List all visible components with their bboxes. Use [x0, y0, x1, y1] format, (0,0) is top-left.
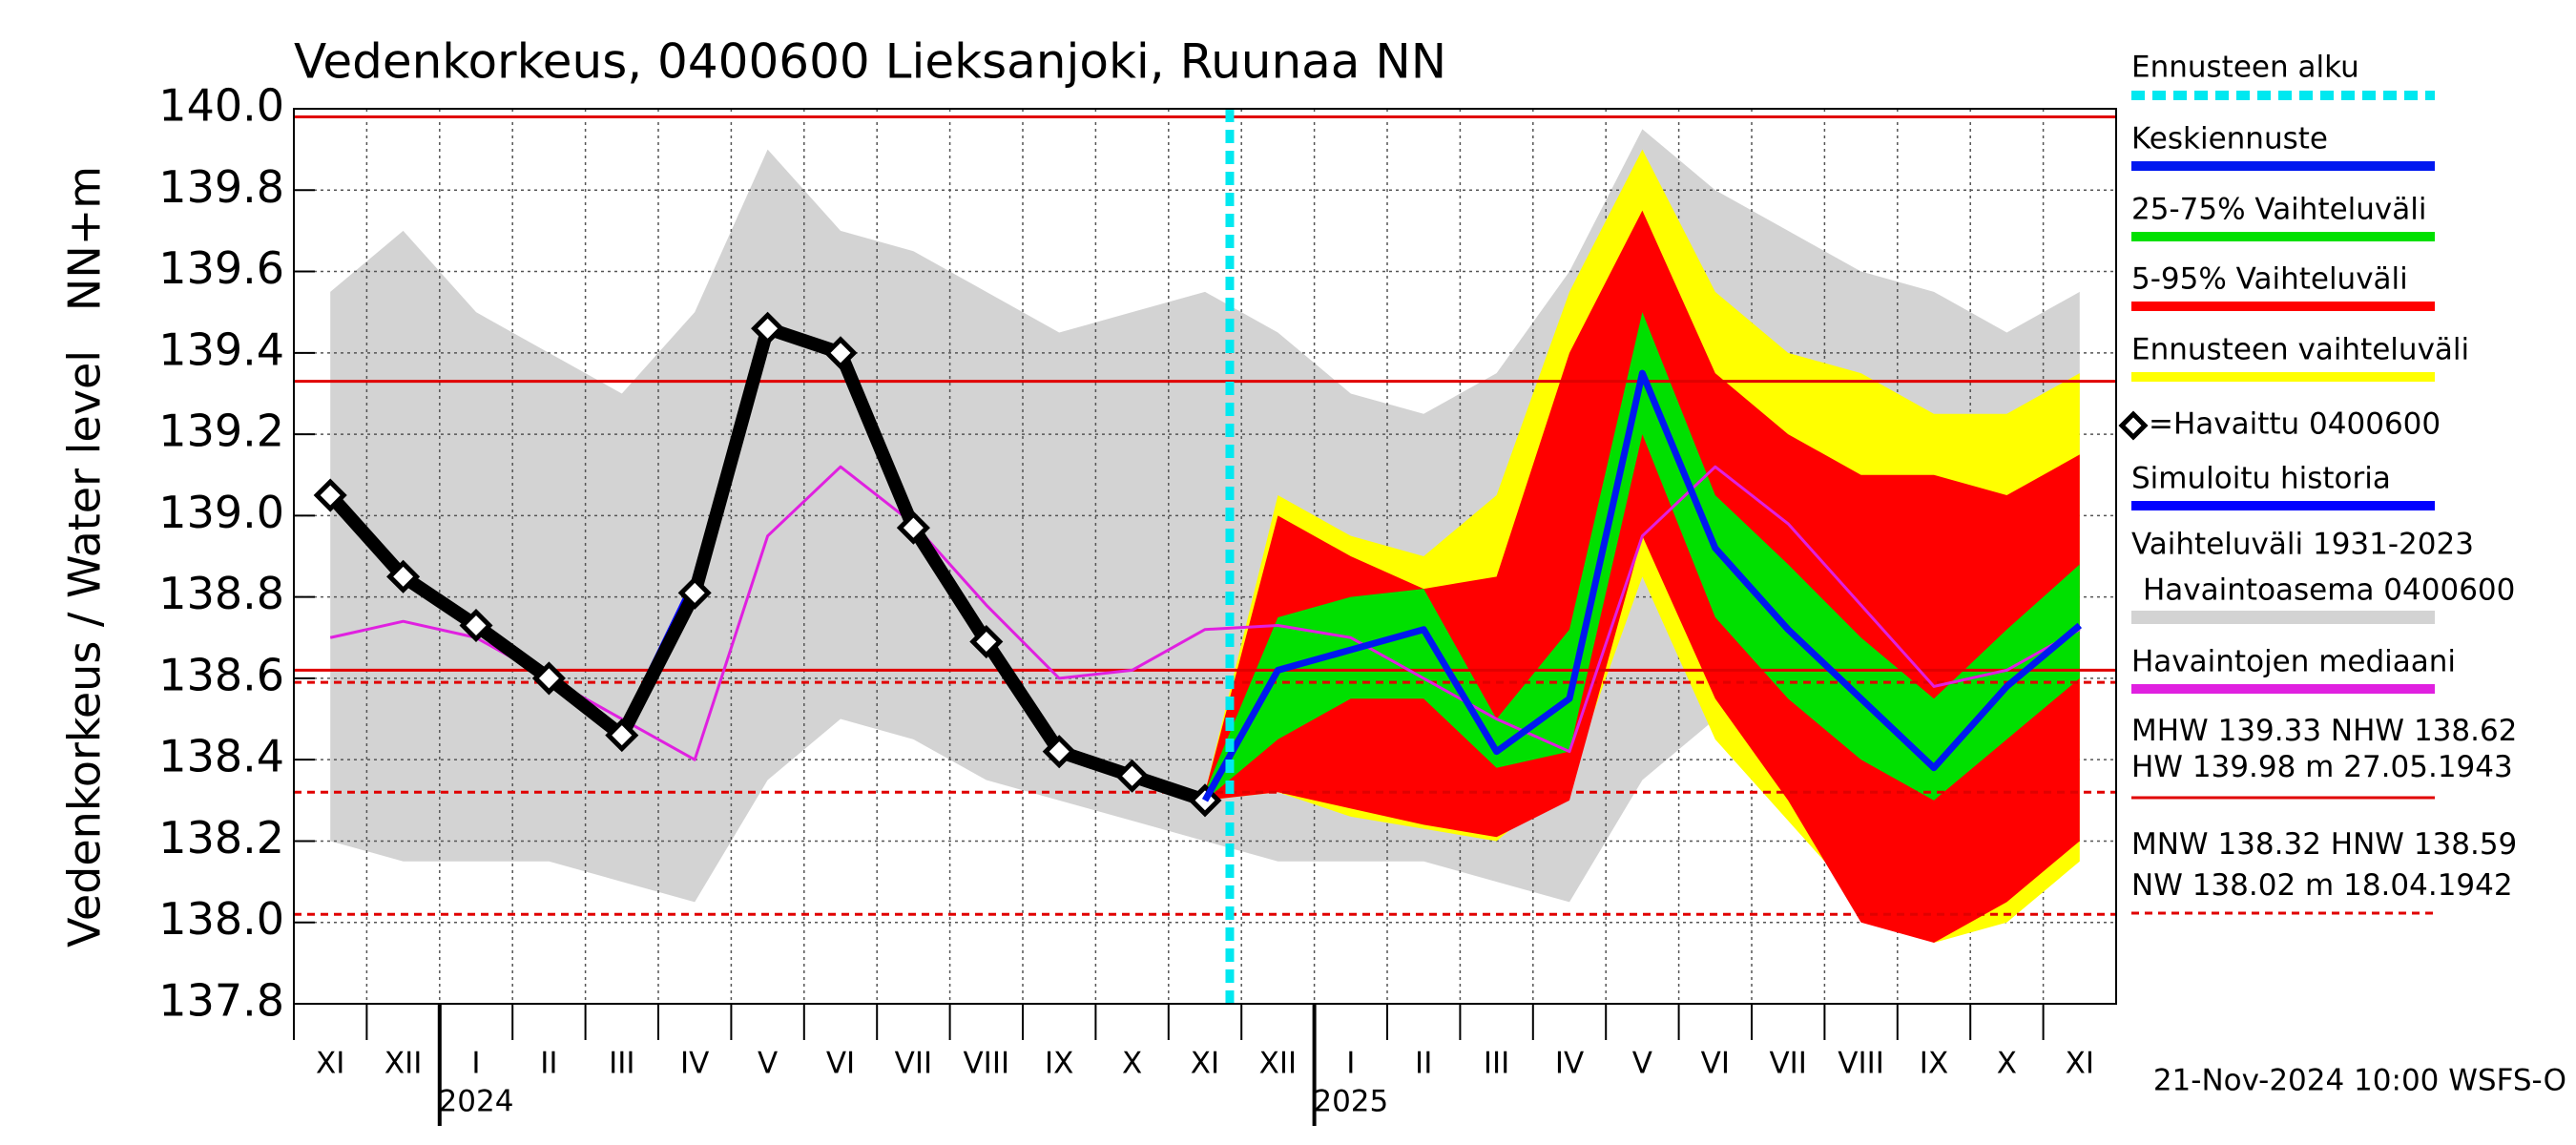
reference-legend-part: 139.98 — [2192, 750, 2296, 784]
x-tick-label: VIII — [963, 1047, 1009, 1081]
x-tick-label: III — [1484, 1047, 1509, 1081]
legend-label: Simuloitu historia — [2131, 462, 2391, 496]
x-tick-label: XII — [1259, 1047, 1298, 1081]
legend-label: 5-95% Vaihteluväli — [2131, 262, 2408, 297]
x-tick-label: I — [471, 1047, 480, 1081]
y-axis-label: Vedenkorkeus / Water level — [59, 350, 111, 947]
legend-label: Keskiennuste — [2131, 122, 2328, 156]
y-tick-label: 138.8 — [158, 568, 284, 619]
reference-legend-part: 18.04.1942 — [2343, 868, 2513, 903]
legend-label: Ennusteen alku — [2131, 51, 2359, 85]
reference-legend-part: 138.02 — [2192, 868, 2296, 903]
diamond-marker — [896, 510, 930, 545]
diamond-marker — [531, 661, 566, 696]
diamond-marker — [677, 575, 712, 610]
x-tick-label: II — [1415, 1047, 1432, 1081]
diamond-marker — [823, 336, 858, 370]
diamond-marker — [1115, 759, 1150, 793]
reference-legend-part: 139.33 — [2218, 714, 2321, 748]
reference-legend-part: HW — [2131, 750, 2183, 784]
x-tick-label: XI — [2066, 1047, 2094, 1081]
y-tick-label: 139.8 — [158, 161, 284, 213]
x-tick-label: XI — [316, 1047, 344, 1081]
chart-title: Vedenkorkeus, 0400600 Lieksanjoki, Ruuna… — [294, 34, 1446, 90]
x-tick-label: V — [758, 1047, 778, 1081]
reference-legend: HW 139.98 m 27.05.1943 — [2131, 750, 2513, 784]
plot-frame — [293, 108, 2117, 1005]
y-tick-label: 139.6 — [158, 242, 284, 294]
reference-legend-part: 138.59 — [2414, 827, 2517, 862]
reference-legend-part: MHW — [2131, 714, 2209, 748]
x-tick-label: VII — [895, 1047, 933, 1081]
reference-legend: MHW 139.33 NHW 138.62 — [2131, 714, 2517, 748]
year-label: 2024 — [439, 1085, 514, 1119]
diamond-marker — [459, 608, 493, 643]
reference-legend: NW 138.02 m 18.04.1942 — [2131, 868, 2513, 903]
x-tick-label: IX — [1045, 1047, 1073, 1081]
legend-label: Havaintoasema 0400600 — [2143, 573, 2515, 608]
year-label: 2025 — [1313, 1085, 1388, 1119]
reference-legend-part: NHW — [2331, 714, 2404, 748]
legend-label: 25-75% Vaihteluväli — [2131, 193, 2427, 227]
y-tick-label: 140.0 — [158, 80, 284, 132]
x-tick-label: X — [1122, 1047, 1142, 1081]
x-tick-label: X — [1997, 1047, 2017, 1081]
legend-diamond — [2118, 410, 2149, 441]
diamond-marker — [751, 311, 785, 345]
x-tick-label: IX — [1920, 1047, 1948, 1081]
diamond-marker — [1042, 735, 1076, 769]
y-tick-label: 138.0 — [158, 893, 284, 945]
reference-legend-part: m — [2305, 750, 2334, 784]
y-tick-label: 138.2 — [158, 812, 284, 864]
x-tick-label: II — [540, 1047, 557, 1081]
reference-legend-part: 138.62 — [2414, 714, 2517, 748]
reference-legend-part: 138.32 — [2217, 827, 2320, 862]
legend-label: Havaintojen mediaani — [2131, 645, 2456, 679]
x-tick-label: IV — [680, 1047, 709, 1081]
x-tick-label: XI — [1191, 1047, 1219, 1081]
x-tick-label: III — [609, 1047, 634, 1081]
x-tick-label: I — [1346, 1047, 1355, 1081]
x-tick-label: XII — [384, 1047, 423, 1081]
y-tick-label: 137.8 — [158, 975, 284, 1027]
diamond-marker — [605, 718, 639, 753]
y-tick-label: 139.4 — [158, 323, 284, 375]
legend-label: =Havaittu 0400600 — [2149, 407, 2441, 442]
x-tick-label: IV — [1555, 1047, 1584, 1081]
y-tick-label: 139.2 — [158, 406, 284, 457]
reference-legend-part: m — [2305, 868, 2334, 903]
footer: 21-Nov-2024 10:00 WSFS-O — [2153, 1064, 2566, 1098]
reference-legend-part: HNW — [2331, 827, 2404, 862]
x-tick-label: V — [1632, 1047, 1652, 1081]
y-tick-label: 138.4 — [158, 731, 284, 782]
reference-legend-part: MNW — [2131, 827, 2209, 862]
y-tick-label: 138.6 — [158, 649, 284, 700]
diamond-marker — [313, 478, 347, 512]
reference-legend-part: 27.05.1943 — [2343, 750, 2513, 784]
legend-label: Vaihteluväli 1931-2023 — [2131, 528, 2474, 562]
y-tick-label: 139.0 — [158, 487, 284, 538]
series-line — [1201, 369, 2083, 802]
x-tick-label: VI — [1701, 1047, 1730, 1081]
x-tick-label: VII — [1769, 1047, 1807, 1081]
reference-legend: MNW 138.32 HNW 138.59 — [2131, 827, 2517, 862]
reference-legend-part: NW — [2131, 868, 2183, 903]
diamond-marker — [386, 559, 421, 593]
legend-label: Ennusteen vaihteluväli — [2131, 333, 2469, 367]
x-tick-label: VI — [826, 1047, 855, 1081]
diamond-marker — [969, 625, 1004, 659]
x-tick-label: VIII — [1838, 1047, 1884, 1081]
y-axis-unit: NN+m — [59, 166, 111, 311]
